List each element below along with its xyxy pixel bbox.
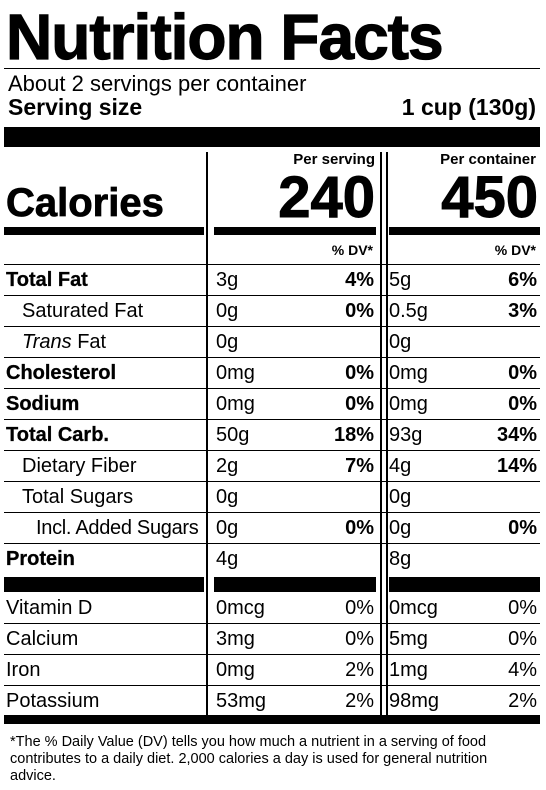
- dv-per-serving: 0%: [300, 593, 374, 624]
- nutrient-row-added-sugars: Incl. Added Sugars 0g 0% 0g 0%: [0, 513, 546, 544]
- dv-per-container: 6%: [460, 265, 537, 296]
- medium-divider: [389, 227, 540, 235]
- dv-per-serving: 7%: [300, 451, 374, 482]
- amount-per-serving: 2g: [216, 451, 238, 482]
- dv-per-container: 0%: [460, 593, 537, 624]
- nutrient-name: Trans Fat: [22, 327, 106, 358]
- dv-header-container: % DV*: [386, 241, 536, 259]
- nutrient-name-rest: Fat: [72, 331, 106, 353]
- nutrient-name: Potassium: [6, 686, 99, 717]
- dv-per-serving: 2%: [300, 686, 374, 717]
- amount-per-container: 0.5g: [389, 296, 428, 327]
- nutrient-name: Sodium: [6, 389, 79, 420]
- amount-per-container: 5mg: [389, 624, 428, 655]
- serving-size-value: 1 cup (130g): [402, 94, 536, 120]
- dv-per-serving: 0%: [300, 296, 374, 327]
- divider: [4, 68, 540, 69]
- amount-per-serving: 0g: [216, 513, 238, 544]
- micronutrient-row-vitamin-d: Vitamin D 0mcg 0% 0mcg 0%: [0, 593, 546, 624]
- dv-header-serving: % DV*: [207, 241, 373, 259]
- nutrient-name: Total Carb.: [6, 420, 109, 451]
- micronutrient-row-calcium: Calcium 3mg 0% 5mg 0%: [0, 624, 546, 655]
- dv-per-container: 14%: [460, 451, 537, 482]
- amount-per-serving: 0mcg: [216, 593, 265, 624]
- nutrient-name-italic: Trans: [22, 331, 72, 353]
- dv-per-container: 34%: [460, 420, 537, 451]
- dv-per-container: 0%: [460, 389, 537, 420]
- label-title: Nutrition Facts: [6, 0, 443, 74]
- nutrient-row-trans-fat: Trans Fat 0g 0g: [0, 327, 546, 358]
- dv-per-container: 0%: [460, 358, 537, 389]
- amount-per-container: 5g: [389, 265, 411, 296]
- nutrient-name: Incl. Added Sugars: [36, 513, 199, 544]
- thick-divider: [214, 577, 376, 592]
- amount-per-container: 98mg: [389, 686, 439, 717]
- nutrient-name: Saturated Fat: [22, 296, 143, 327]
- amount-per-serving: 3g: [216, 265, 238, 296]
- nutrient-name: Vitamin D: [6, 593, 92, 624]
- nutrient-row-protein: Protein 4g 8g: [0, 544, 546, 575]
- micronutrient-row-iron: Iron 0mg 2% 1mg 4%: [0, 655, 546, 686]
- amount-per-container: 1mg: [389, 655, 428, 686]
- amount-per-container: 0mg: [389, 389, 428, 420]
- thick-divider: [389, 577, 540, 592]
- dv-per-container: 0%: [460, 624, 537, 655]
- nutrient-name: Dietary Fiber: [22, 451, 136, 482]
- nutrient-row-cholesterol: Cholesterol 0mg 0% 0mg 0%: [0, 358, 546, 389]
- dv-footnote: *The % Daily Value (DV) tells you how mu…: [10, 734, 530, 785]
- nutrient-row-total-sugars: Total Sugars 0g 0g: [0, 482, 546, 513]
- dv-per-container: 3%: [460, 296, 537, 327]
- nutrient-name: Total Sugars: [22, 482, 133, 513]
- amount-per-serving: 0mg: [216, 358, 255, 389]
- serving-size-label: Serving size: [8, 94, 142, 120]
- amount-per-serving: 0g: [216, 296, 238, 327]
- dv-per-container: 2%: [460, 686, 537, 717]
- calories-per-serving: 240: [207, 168, 375, 228]
- calories-per-container: 450: [386, 168, 538, 228]
- amount-per-serving: 4g: [216, 544, 238, 575]
- medium-divider: [214, 227, 376, 235]
- dv-per-serving: 2%: [300, 655, 374, 686]
- nutrient-row-total-fat: Total Fat 3g 4% 5g 6%: [0, 265, 546, 296]
- nutrient-row-dietary-fiber: Dietary Fiber 2g 7% 4g 14%: [0, 451, 546, 482]
- nutrient-name: Total Fat: [6, 265, 88, 296]
- amount-per-container: 8g: [389, 544, 411, 575]
- amount-per-serving: 53mg: [216, 686, 266, 717]
- medium-divider: [4, 227, 204, 235]
- dv-per-serving: 0%: [300, 513, 374, 544]
- dv-per-serving: 18%: [300, 420, 374, 451]
- dv-per-serving: 0%: [300, 358, 374, 389]
- nutrient-row-saturated-fat: Saturated Fat 0g 0% 0.5g 3%: [0, 296, 546, 327]
- amount-per-container: 0mg: [389, 358, 428, 389]
- thick-divider: [4, 127, 540, 147]
- dv-per-serving: 0%: [300, 389, 374, 420]
- amount-per-container: 93g: [389, 420, 422, 451]
- dv-per-serving: 0%: [300, 624, 374, 655]
- thick-divider: [4, 577, 204, 592]
- amount-per-container: 0g: [389, 482, 411, 513]
- amount-per-serving: 0g: [216, 327, 238, 358]
- amount-per-serving: 0mg: [216, 655, 255, 686]
- amount-per-container: 0mcg: [389, 593, 438, 624]
- nutrient-row-total-carb: Total Carb. 50g 18% 93g 34%: [0, 420, 546, 451]
- dv-per-serving: 4%: [300, 265, 374, 296]
- dv-per-container: 4%: [460, 655, 537, 686]
- amount-per-container: 0g: [389, 513, 411, 544]
- nutrient-name: Iron: [6, 655, 40, 686]
- amount-per-serving: 0g: [216, 482, 238, 513]
- bottom-divider: [4, 715, 540, 724]
- nutrient-row-sodium: Sodium 0mg 0% 0mg 0%: [0, 389, 546, 420]
- nutrient-name: Cholesterol: [6, 358, 116, 389]
- amount-per-container: 4g: [389, 451, 411, 482]
- amount-per-serving: 3mg: [216, 624, 255, 655]
- calories-label: Calories: [6, 178, 164, 228]
- dv-per-container: 0%: [460, 513, 537, 544]
- amount-per-container: 0g: [389, 327, 411, 358]
- amount-per-serving: 50g: [216, 420, 249, 451]
- nutrient-name: Calcium: [6, 624, 78, 655]
- amount-per-serving: 0mg: [216, 389, 255, 420]
- micronutrient-row-potassium: Potassium 53mg 2% 98mg 2%: [0, 686, 546, 717]
- nutrient-name: Protein: [6, 544, 75, 575]
